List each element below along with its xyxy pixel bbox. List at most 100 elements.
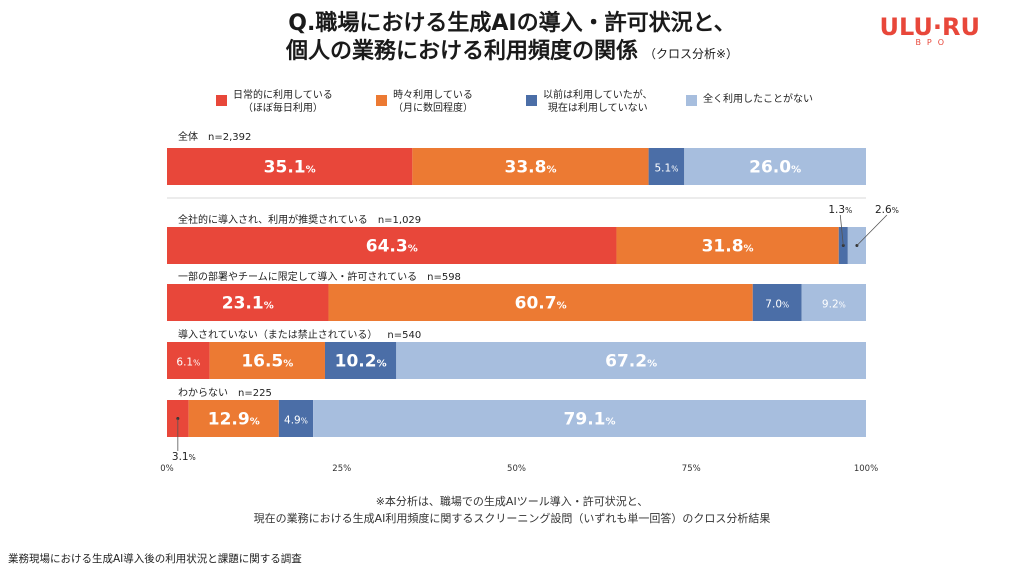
category-n: n=540	[387, 330, 422, 341]
percent-sign: %	[671, 165, 678, 174]
category-name: わからない	[178, 388, 228, 399]
title-line-2: 個人の業務における利用頻度の関係 （クロス分析※）	[0, 38, 1024, 68]
category-n: n=225	[238, 388, 272, 399]
legend-label: 時々利用している （月に数回程度）	[393, 90, 473, 114]
data-label: 6.1%	[176, 357, 200, 369]
bar-segment	[188, 400, 279, 437]
percent-sign: %	[845, 206, 852, 215]
percent-sign: %	[744, 244, 754, 255]
percent-sign: %	[647, 359, 657, 370]
data-label: 12.9%	[208, 410, 260, 430]
legend-label: 以前は利用していたが、 現在は利用していない	[543, 90, 653, 114]
data-label: 33.8%	[504, 158, 556, 178]
data-label: 10.2%	[335, 352, 387, 372]
x-tick-label: 25%	[332, 464, 351, 474]
x-tick-label: 75%	[682, 464, 701, 474]
percent-sign: %	[377, 359, 387, 370]
percent-sign: %	[408, 244, 418, 255]
legend-item-1: 日常的に利用している （ほぼ毎日利用）	[216, 89, 333, 115]
legend-label: 全く利用したことがない	[703, 94, 813, 105]
percent-sign: %	[892, 206, 899, 215]
percent-sign: %	[264, 301, 274, 312]
uluru-logo: ULU·RU BPO	[880, 14, 981, 47]
percent-sign: %	[606, 417, 616, 428]
percent-sign: %	[546, 165, 556, 176]
percent-sign: %	[193, 359, 200, 368]
data-label: 35.1%	[264, 158, 316, 178]
x-tick-label: 0%	[160, 464, 174, 474]
category-n: n=1,029	[377, 215, 422, 226]
legend-item-3: 以前は利用していたが、 現在は利用していない	[526, 89, 653, 115]
legend-swatch	[526, 95, 537, 106]
logo-sub: BPO	[915, 38, 951, 47]
note-line-1: ※本分析は、職場での生成AIツール導入・許可状況と、	[375, 495, 649, 508]
bar-segment	[412, 148, 649, 185]
category-n: n=598	[427, 272, 461, 283]
data-label: 67.2%	[605, 352, 657, 372]
bar-segment	[616, 227, 839, 264]
category-name: 全社的に導入され、利用が推奨されている	[178, 215, 368, 226]
data-label: 60.7%	[515, 294, 567, 314]
bar-segment	[752, 284, 802, 321]
category-label: 一部の部署やチームに限定して導入・許可されている n=598	[178, 268, 461, 283]
bar-segment	[313, 400, 866, 437]
bar-segment	[684, 148, 866, 185]
percent-sign: %	[189, 453, 196, 462]
leader-line	[839, 214, 844, 246]
percent-sign: %	[557, 301, 567, 312]
bar-segment	[167, 284, 329, 321]
legend-label: 日常的に利用している （ほぼ毎日利用）	[233, 90, 333, 114]
note-line-2: 現在の業務における生成AI利用頻度に関するスクリーニング設問（いずれも単一回答）…	[253, 512, 771, 525]
leader-line	[856, 214, 888, 246]
legend-item-2: 時々利用している （月に数回程度）	[376, 89, 473, 115]
bar-segment	[648, 148, 685, 185]
bar-segment	[801, 284, 866, 321]
category-label: わからない n=225	[178, 384, 272, 399]
title-subtitle: （クロス分析※）	[643, 47, 739, 61]
category-name: 一部の部署やチームに限定して導入・許可されている	[178, 272, 418, 283]
data-label: 16.5%	[241, 352, 293, 372]
data-label: 79.1%	[564, 410, 616, 430]
data-label: 26.0%	[749, 158, 801, 178]
data-label: 23.1%	[222, 294, 274, 314]
x-tick-label: 100%	[854, 464, 878, 474]
x-tick-label: 50%	[507, 464, 526, 474]
analysis-note: ※本分析は、職場での生成AIツール導入・許可状況と、 現在の業務における生成AI…	[0, 493, 1024, 527]
data-label: 4.9%	[284, 415, 308, 427]
data-label: 2.6%	[875, 204, 899, 216]
data-label: 7.0%	[765, 299, 789, 311]
bar-segment	[324, 342, 397, 379]
data-label: 9.2%	[822, 299, 846, 311]
category-name: 導入されていない（または禁止されている）	[178, 330, 378, 341]
category-name: 全体	[178, 132, 198, 143]
percent-sign: %	[250, 417, 260, 428]
bar-segment	[209, 342, 325, 379]
data-label: 5.1%	[655, 163, 679, 175]
bar-segment	[167, 342, 210, 379]
logo-text: ULU·RU	[879, 13, 981, 41]
percent-sign: %	[283, 359, 293, 370]
bar-segment	[328, 284, 753, 321]
bar-segment	[278, 400, 314, 437]
legend-item-4: 全く利用したことがない	[686, 89, 813, 106]
bar-segment	[396, 342, 866, 379]
percent-sign: %	[791, 165, 801, 176]
data-label: 1.3%	[828, 204, 852, 216]
percent-sign: %	[782, 301, 789, 310]
category-label: 導入されていない（または禁止されている） n=540	[178, 326, 421, 341]
legend-swatch	[686, 95, 697, 106]
chart-title: Q.職場における生成AIの導入・許可状況と、 個人の業務における利用頻度の関係 （…	[0, 10, 1024, 68]
bar-segment	[167, 227, 617, 264]
chart-legend: 日常的に利用している （ほぼ毎日利用） 時々利用している （月に数回程度） 以前は利…	[216, 89, 916, 123]
data-label: 31.8%	[702, 237, 754, 257]
percent-sign: %	[839, 301, 846, 310]
legend-swatch	[376, 95, 387, 106]
category-label: 全体 n=2,392	[178, 128, 251, 143]
legend-swatch	[216, 95, 227, 106]
bar-segment	[167, 148, 413, 185]
category-label: 全社的に導入され、利用が推奨されている n=1,029	[178, 211, 421, 226]
data-label: 3.1%	[172, 451, 196, 463]
survey-footer: 業務現場における生成AI導入後の利用状況と課題に関する調査	[8, 553, 302, 565]
title-line-1: Q.職場における生成AIの導入・許可状況と、	[288, 11, 736, 36]
